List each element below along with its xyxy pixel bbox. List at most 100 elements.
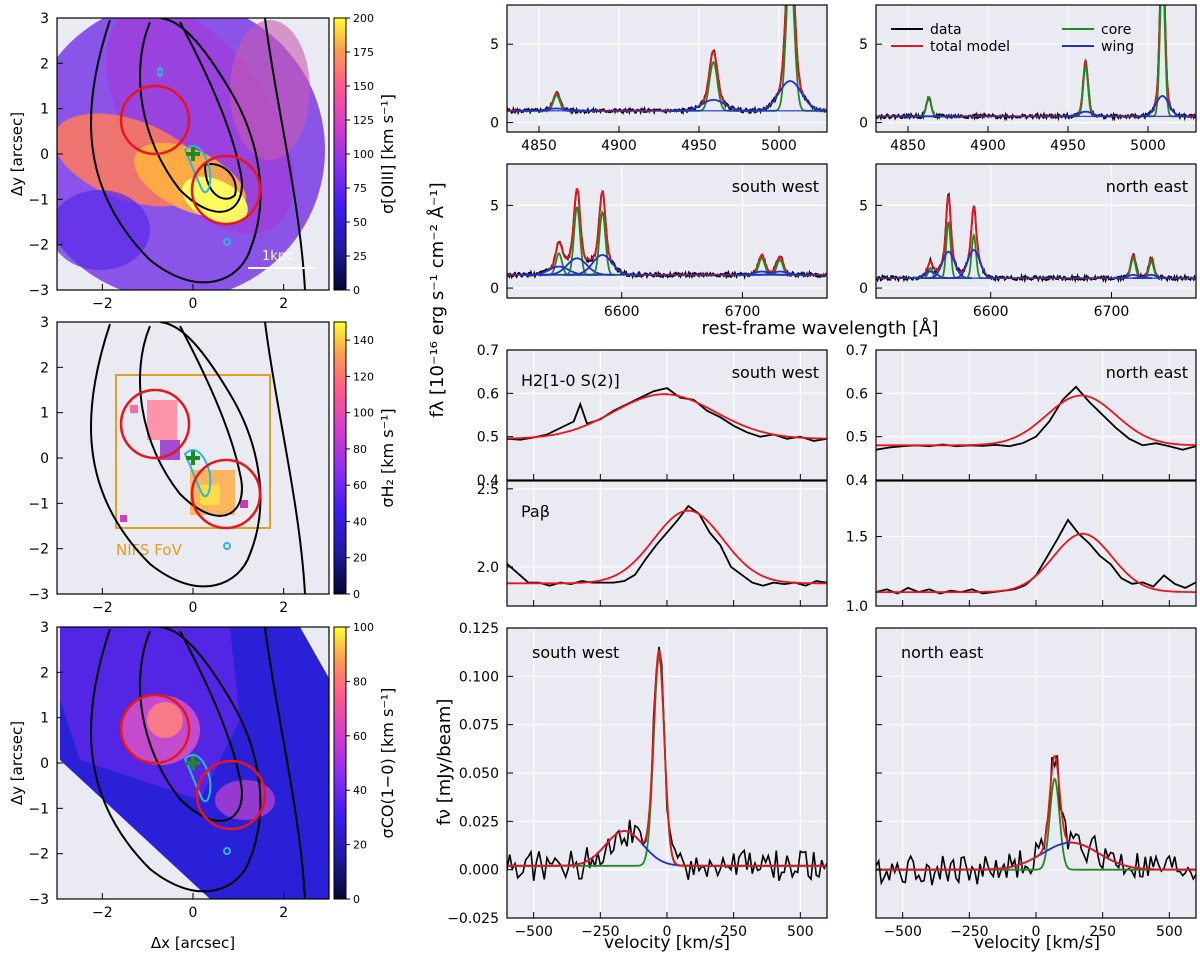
colorbar-tick-label: 125 [353, 114, 374, 127]
map-oiii: 1kpc −2 0 2 −3 −2 −1 0 1 2 3 Δy [arcsec] 0 25 50 75 1… [8, 11, 397, 312]
colorbar-tick-label: 175 [353, 46, 374, 59]
y-tick-label: 0 [40, 147, 49, 163]
fnu-ylabel: fν [mJy/beam] [434, 699, 455, 826]
x-tick-label: −2 [92, 905, 113, 921]
legend: data total model core wing [891, 22, 1134, 55]
continuum-contour [89, 627, 262, 893]
gaussian-fit [876, 394, 1196, 447]
colorbar-tick-label: 40 [353, 784, 367, 797]
x-tick-label: 0 [189, 600, 198, 616]
aperture-north-east [119, 693, 191, 765]
map-h2: NIFS FoV −2 0 2 −3 −2 −1 0 1 2 3 0 20 40 60 80 100 120 1… [28, 315, 397, 616]
map-oiii-contours [89, 18, 306, 290]
y-tick-label: 0 [40, 756, 49, 772]
y-tick-label: 2 [40, 56, 49, 72]
colorbar-tick-label: 140 [353, 334, 374, 347]
h2-pixel-cluster [147, 400, 177, 440]
co-emission-region [147, 702, 183, 738]
colorbar-co-label: σCO(1−0) [km s⁻¹] [378, 688, 397, 839]
y-tick-label: 1 [40, 711, 49, 727]
map-h2-contours [89, 322, 306, 594]
panel-vel-pab-sw: 2.0 2.5 Paβ [477, 480, 828, 607]
panel-line-label: Paβ [521, 502, 550, 521]
panel-title: north east [1106, 177, 1188, 196]
x-tick-label: 500 [787, 924, 814, 940]
centre-marker [186, 147, 200, 161]
radio-contour [183, 754, 212, 803]
x-tick-label: 5000 [1130, 138, 1166, 154]
colorbar-tick-label: 20 [353, 552, 367, 565]
y-tick-label: 0.5 [477, 430, 499, 446]
y-tick-label: −2 [28, 847, 49, 863]
colorbar-tick-label: 100 [353, 148, 374, 161]
velocity-xlabel-right: velocity [km/s] [974, 933, 1100, 953]
colorbar-tick-label: 0 [353, 588, 360, 601]
y-tick-label: 2 [40, 665, 49, 681]
x-tick-label: 0 [1032, 924, 1041, 940]
legend-data-label: data [930, 22, 962, 38]
gaussian-fit [876, 532, 1196, 593]
y-tick-label: 2.0 [477, 560, 499, 576]
co-masked-region [300, 627, 329, 679]
colorbar-tick-label: 50 [353, 216, 367, 229]
colorbar-tick-label: 20 [353, 839, 367, 852]
colorbar-tick-label: 100 [353, 407, 374, 420]
panel-vel-h2-sw: 0.4 0.5 0.6 0.7 south west H2[1-0 S(2)] [477, 343, 828, 489]
continuum-contour [264, 322, 306, 594]
map-co-contours [89, 627, 306, 899]
colorbar-oiii [333, 17, 347, 291]
panel-curves [876, 518, 1196, 595]
map-oiii-ylabel: Δy [arcsec] [8, 112, 26, 196]
radio-contour [157, 67, 163, 77]
colorbar-tick-label: 40 [353, 515, 367, 528]
x-tick-label: 2 [279, 905, 288, 921]
oiii-emission-region [57, 190, 150, 270]
y-tick-label: 0 [490, 116, 499, 132]
y-tick-label: −3 [28, 283, 49, 299]
y-tick-label: −3 [28, 587, 49, 603]
y-tick-label: 2.5 [477, 482, 499, 498]
y-tick-label: −2 [28, 542, 49, 558]
y-tick-label: 0.050 [459, 766, 499, 782]
continuum-contour [89, 322, 262, 588]
velocity-xlabel-left: velocity [km/s] [604, 933, 730, 953]
y-tick-label: 1.5 [846, 530, 868, 546]
x-tick-label: 4950 [1050, 138, 1086, 154]
panel-curves [507, 504, 827, 587]
total-model [876, 755, 1196, 871]
x-tick-label: 4900 [601, 138, 637, 154]
radio-contour [183, 145, 212, 194]
colorbar-tick-label: 150 [353, 80, 374, 93]
data-spectrum [876, 385, 1196, 451]
y-tick-label: 0 [490, 281, 499, 297]
y-tick-label: 2 [40, 360, 49, 376]
panel-title: north east [1106, 363, 1188, 382]
x-tick-label: 5000 [761, 138, 797, 154]
y-tick-label: 0 [859, 281, 868, 297]
x-tick-label: 0 [663, 924, 672, 940]
nifs-fov-label: NIFS FoV [116, 541, 183, 559]
y-tick-label: 5 [490, 37, 499, 53]
panel-vel-pab-ne: 1.0 1.5 [846, 480, 1197, 615]
map-co-xlabel: Δx [arcsec] [151, 934, 235, 952]
aperture-south-west [190, 458, 262, 530]
scale-bar-label: 1kpc [262, 249, 293, 264]
aperture-south-west [195, 759, 267, 831]
centre-marker [186, 451, 200, 465]
radio-contour [223, 238, 231, 246]
map-co: −2 0 2 −3 −2 −1 0 1 2 3 Δx [arcsec] Δy [arcsec] 0… [8, 620, 397, 952]
h2-pixel-cluster [200, 485, 220, 505]
panel-vel-h2-ne: 0.4 0.5 0.6 0.7 north east [846, 343, 1197, 489]
panel-spec-hb-ne: 4850 4900 4950 5000 0 5 [859, 4, 1197, 154]
continuum-contour [89, 18, 262, 284]
y-tick-label: 0.7 [477, 343, 499, 359]
colorbar-tick-label: 0 [353, 893, 360, 906]
centre-marker [186, 756, 200, 770]
map-oiii-pixels [57, 18, 325, 290]
legend-wing-label: wing [1101, 39, 1134, 55]
colorbar-h2-ticks: 0 20 40 60 80 100 120 140 [346, 334, 374, 601]
h2-pixel-cluster [130, 405, 138, 413]
y-tick-label: 0.4 [477, 473, 499, 489]
